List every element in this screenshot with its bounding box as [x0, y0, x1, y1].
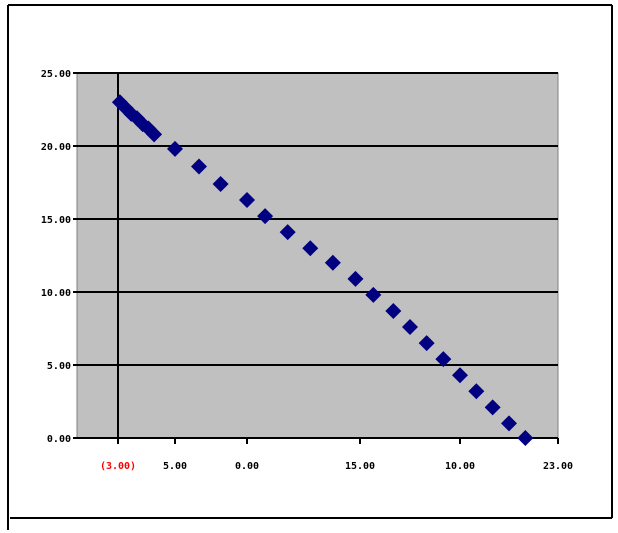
y-tick-label: 20.00	[41, 142, 71, 153]
data-point	[279, 224, 296, 241]
data-point	[134, 116, 151, 133]
x-tick-labels: (3.00) 5.00 0.00 15.00 10.00 23.00	[100, 461, 573, 472]
x-tick-label: 5.00	[163, 461, 187, 472]
data-point	[402, 319, 418, 336]
data-point	[302, 240, 319, 257]
data-point	[324, 254, 341, 271]
data-point	[435, 351, 452, 368]
data-point	[385, 302, 402, 319]
gridlines	[77, 72, 558, 366]
data-point	[239, 192, 255, 209]
data-point	[117, 100, 134, 117]
x-tick-marks	[117, 438, 559, 444]
data-series	[111, 94, 534, 446]
y-tick-labels: 0.00 5.00 10.00 15.00 20.00 25.00	[41, 69, 71, 445]
data-point	[167, 140, 183, 157]
y-tick-label: 25.00	[41, 69, 71, 80]
data-point	[468, 383, 485, 400]
data-point	[517, 430, 534, 446]
x-tick-label: (3.00)	[100, 461, 136, 472]
data-point	[212, 175, 229, 192]
data-point	[484, 399, 501, 416]
data-point	[452, 367, 468, 384]
y-tick-label: 10.00	[41, 288, 71, 299]
data-point	[501, 415, 517, 432]
y-tick-label: 5.00	[47, 361, 71, 372]
data-point	[365, 286, 382, 303]
data-point	[146, 126, 163, 143]
x-tick-label: 23.00	[543, 461, 573, 472]
x-tick-label: 10.00	[445, 461, 475, 472]
y-tick-label: 0.00	[47, 434, 71, 445]
y-tick-marks	[73, 72, 77, 439]
y-tick-label: 15.00	[41, 215, 71, 226]
data-point	[347, 270, 364, 287]
data-point	[418, 335, 435, 352]
data-point	[257, 208, 274, 225]
x-tick-label: 0.00	[235, 461, 259, 472]
x-tick-label: 15.00	[345, 461, 375, 472]
data-point	[191, 158, 207, 175]
